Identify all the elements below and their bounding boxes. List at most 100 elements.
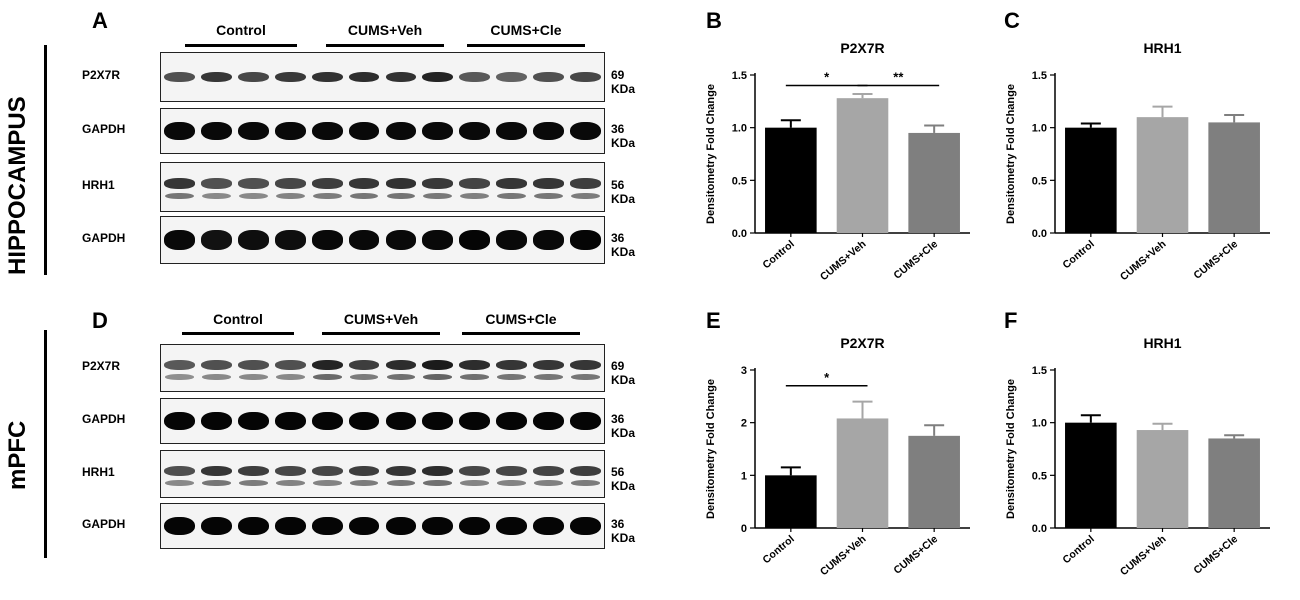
blot-label-p2x7r: P2X7R — [82, 68, 121, 82]
blot-band — [274, 230, 306, 250]
bar-cums-veh — [1136, 430, 1189, 528]
bar-cums-cle — [1208, 122, 1260, 233]
blot-band — [385, 230, 417, 250]
bar-cums-cle — [1208, 438, 1260, 528]
blot-band-lower — [386, 479, 416, 486]
chart-b-p2x7r-hippocampus: P2X7R Densitometry Fold Change 0.0 0.5 1.0 1.… — [705, 40, 970, 283]
blot-band — [200, 516, 232, 536]
blot-band-lower — [497, 479, 527, 486]
blot-band-lower — [534, 479, 564, 486]
blot-band-lower — [571, 192, 600, 200]
blot-band — [533, 230, 565, 250]
blot-band — [237, 178, 269, 189]
blot-band-lower — [423, 479, 453, 486]
blot-band — [274, 465, 306, 476]
blot-band — [459, 411, 491, 431]
group-label-control: Control — [213, 311, 263, 327]
blot-band — [311, 465, 343, 476]
blot-band-lower — [165, 479, 194, 486]
blot-band — [496, 411, 528, 431]
blot-band — [459, 516, 491, 536]
blot-band — [496, 516, 528, 536]
blot-band — [570, 411, 601, 431]
panel-letter-c: C — [1004, 8, 1020, 33]
blot-band — [496, 230, 528, 250]
blot-kda-label: 36 KDa — [611, 231, 636, 259]
blot-band — [200, 359, 232, 370]
blot-strip-gapdh — [160, 503, 605, 549]
x-tick-label: CUMS+Veh — [1118, 238, 1168, 283]
group-line-veh — [322, 332, 440, 335]
y-tick-label: 0.0 — [732, 228, 747, 240]
blot-band-lower — [275, 479, 305, 486]
blot-kda-label: 36 KDa — [611, 122, 636, 150]
panel-letter-d: D — [92, 308, 108, 333]
blot-band-lower — [165, 373, 194, 380]
blot-band — [459, 465, 491, 476]
y-tick-label: 0.0 — [1032, 523, 1047, 535]
chart-title: P2X7R — [840, 335, 884, 351]
chart-e-p2x7r-mpfc: P2X7R Densitometry Fold Change 0 1 2 3 Control… — [705, 335, 970, 578]
bar-cums-cle — [908, 435, 960, 528]
blot-strip-p2x7r — [160, 52, 605, 102]
y-tick-label: 1.5 — [1032, 70, 1047, 82]
group-line-control — [185, 44, 297, 47]
blot-band — [348, 516, 380, 536]
group-label-cle: CUMS+Cle — [485, 311, 557, 327]
blot-band — [237, 411, 269, 431]
x-tick-label: CUMS+Veh — [1118, 533, 1168, 578]
x-tick-label: CUMS+Cle — [891, 533, 940, 577]
significance-marker: * — [824, 370, 830, 385]
blot-strip-hrh1 — [160, 162, 605, 212]
blot-band — [311, 71, 343, 83]
x-tick-label: CUMS+Veh — [818, 533, 868, 578]
blot-band — [533, 71, 565, 83]
chart-title: P2X7R — [840, 40, 884, 56]
blot-band — [200, 178, 232, 189]
group-line-veh — [326, 44, 444, 47]
y-tick-label: 0.0 — [1032, 228, 1047, 240]
blot-strip-hrh1 — [160, 450, 605, 498]
chart-title: HRH1 — [1143, 40, 1181, 56]
blot-band — [311, 230, 343, 250]
x-tick-label: Control — [760, 238, 796, 271]
y-tick-label: 1.0 — [1032, 418, 1047, 430]
blot-band-lower — [349, 373, 379, 380]
panel-letter-e: E — [706, 308, 721, 333]
blot-band — [274, 516, 306, 536]
group-label-cle: CUMS+Cle — [490, 22, 562, 38]
blot-band — [311, 121, 343, 141]
group-line-cle — [467, 44, 585, 47]
blot-band — [200, 230, 232, 250]
blot-band — [311, 411, 343, 431]
blot-band — [237, 516, 269, 536]
x-tick-label: CUMS+Cle — [1191, 238, 1240, 282]
blot-band — [348, 178, 380, 189]
blot-band — [459, 359, 491, 370]
x-tick-label: Control — [760, 533, 796, 566]
blot-band-lower — [165, 192, 194, 200]
blot-band — [164, 359, 195, 370]
blot-label-gapdh: GAPDH — [82, 412, 126, 426]
blot-strip-gapdh — [160, 216, 605, 264]
blot-label-hrh1: HRH1 — [82, 465, 115, 479]
hippocampus-label: HIPPOCAMPUS — [4, 96, 31, 275]
hippocampus-divider — [44, 45, 47, 275]
y-tick-label: 1.0 — [732, 123, 747, 135]
y-tick-label: 1 — [741, 470, 747, 482]
mpfc-label: mPFC — [4, 420, 31, 490]
blot-kda-label: 36 KDa — [611, 412, 636, 440]
blot-band — [237, 359, 269, 370]
blot-band — [237, 230, 269, 250]
blot-band — [570, 359, 601, 370]
y-tick-label: 0.5 — [732, 175, 747, 187]
blot-band — [385, 178, 417, 189]
blot-band — [348, 359, 380, 370]
blot-strip-gapdh — [160, 398, 605, 444]
y-tick-label: 0.5 — [1032, 470, 1047, 482]
bar-cums-veh — [1136, 117, 1189, 233]
y-axis-label: Densitometry Fold Change — [705, 379, 717, 519]
blot-band — [422, 178, 454, 189]
y-tick-label: 0 — [741, 523, 747, 535]
blot-band — [200, 411, 232, 431]
